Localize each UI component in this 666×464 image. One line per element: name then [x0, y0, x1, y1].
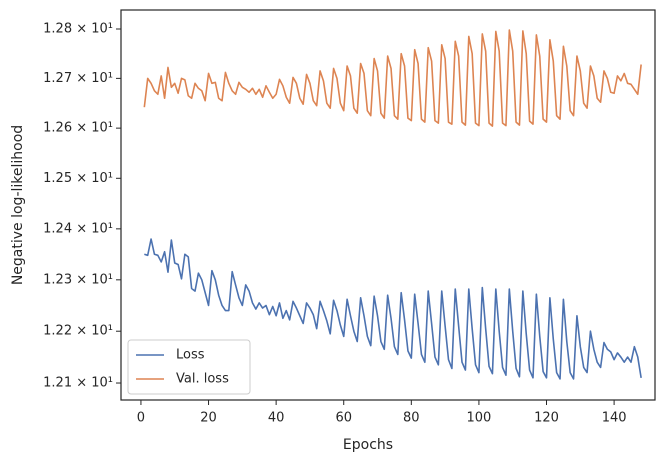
y-tick-label: 1.26 × 10¹ — [43, 121, 113, 136]
x-tick-label: 80 — [403, 411, 420, 426]
x-tick-label: 140 — [602, 411, 627, 426]
y-tick-label: 1.21 × 10¹ — [43, 376, 113, 391]
x-axis-label: Epochs — [343, 437, 393, 453]
x-tick-label: 20 — [200, 411, 217, 426]
legend-label: Val. loss — [176, 372, 229, 387]
y-tick-label: 1.23 × 10¹ — [43, 272, 113, 287]
y-tick-label: 1.28 × 10¹ — [43, 22, 113, 37]
x-tick-label: 60 — [335, 411, 352, 426]
y-tick-label: 1.25 × 10¹ — [43, 171, 113, 186]
x-tick-label: 120 — [534, 411, 559, 426]
line-series — [143, 29, 642, 127]
y-tick-label: 1.24 × 10¹ — [43, 221, 113, 236]
x-tick-label: 40 — [268, 411, 285, 426]
line-series — [144, 238, 642, 380]
x-tick-label: 0 — [137, 411, 145, 426]
y-tick-label: 1.22 × 10¹ — [43, 324, 113, 339]
x-tick-label: 100 — [467, 411, 492, 426]
legend-label: Loss — [176, 348, 205, 363]
legend-box — [127, 339, 251, 395]
y-tick-label: 1.27 × 10¹ — [43, 71, 113, 86]
y-axis-label: Negative log-likelihood — [10, 125, 26, 285]
plot-frame — [120, 9, 656, 401]
